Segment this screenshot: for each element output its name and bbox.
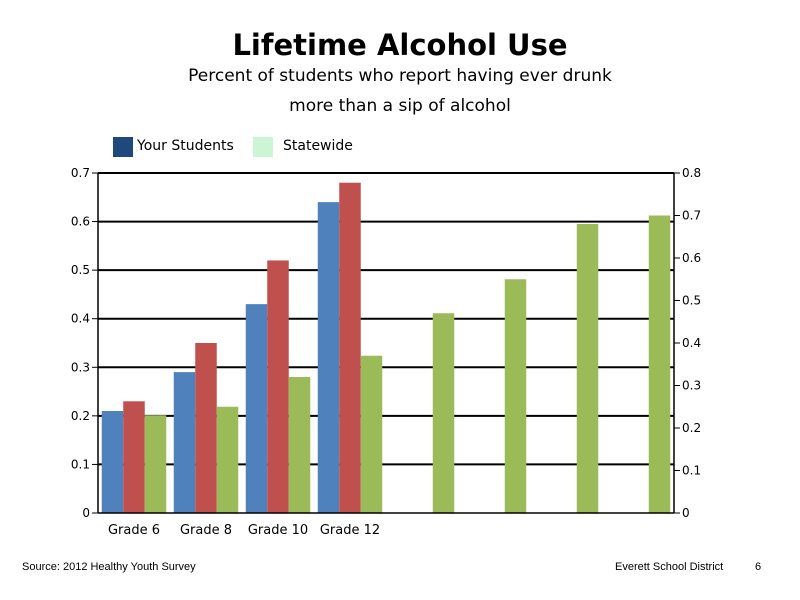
bar [648,215,671,513]
source-note: Source: 2012 Healthy Youth Survey [22,561,196,573]
left-tick-label: 0.2 [71,409,90,423]
bar [144,415,167,513]
right-tick-label: 0.5 [682,294,701,308]
bar [123,401,145,513]
left-tick-label: 0 [82,506,90,520]
chart-subtitle-line-1: Percent of students who report having ev… [188,66,612,86]
bar [195,343,217,513]
left-tick-label: 0.1 [71,457,90,471]
bar [173,372,196,513]
category-label: Grade 12 [320,523,380,538]
legend-swatch-statewide [253,137,273,157]
page-number: 6 [755,561,762,573]
category-label: Grade 10 [248,523,308,538]
right-tick-label: 0.8 [682,166,701,180]
bar [504,279,527,513]
left-tick-label: 0.3 [71,360,90,374]
category-label: Grade 8 [180,523,232,538]
legend-label-your-students: Your Students [137,138,234,154]
right-tick-label: 0.4 [682,336,701,350]
legend-label-statewide: Statewide [283,138,353,154]
chart-title: Lifetime Alcohol Use [232,28,568,62]
right-tick-label: 0.6 [682,251,701,265]
chart-subtitle-line-2: more than a sip of alcohol [289,96,511,116]
bar [101,411,124,513]
left-tick-label: 0.6 [71,215,90,229]
right-tick-label: 0.7 [682,209,701,223]
left-tick-label: 0.5 [71,263,90,277]
bar [432,313,455,513]
bar [317,202,340,513]
legend-swatch-your-students [113,137,133,157]
bar [360,355,383,513]
right-tick-label: 0 [682,506,690,520]
left-tick-label: 0.4 [71,312,90,326]
right-tick-label: 0.2 [682,421,701,435]
bar [216,406,239,513]
bar [267,260,289,513]
bar [339,182,361,513]
left-tick-label: 0.7 [71,166,90,180]
right-tick-label: 0.3 [682,379,701,393]
organization-name: Everett School District [615,561,724,573]
bar [245,304,268,513]
bar [288,377,311,513]
category-label: Grade 6 [108,523,160,538]
bar [576,224,599,513]
right-tick-label: 0.1 [682,464,701,478]
